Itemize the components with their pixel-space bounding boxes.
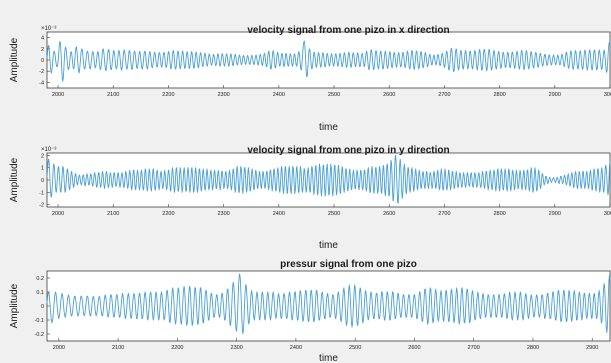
y-tick-label: 1: [41, 166, 44, 172]
axis-ticks: 2000 2100 2200 2300 2400 2500 2600 2700 2800 2900…: [39, 36, 611, 98]
y-axis-label: Amplitude: [9, 157, 20, 202]
x-tick-label: 2000: [53, 345, 65, 351]
x-tick-label: 2100: [107, 92, 119, 98]
x-tick-label: 2200: [162, 92, 174, 98]
chart-title: velocity signal from one pizo in x direc…: [247, 25, 449, 36]
y-tick-label: -2: [39, 203, 44, 209]
signal-series: [46, 155, 611, 204]
x-tick-label: 2700: [438, 92, 450, 98]
x-tick-label: 2600: [383, 211, 395, 217]
y-exponent-label: ×10⁻³: [41, 26, 56, 32]
axis-ticks: 2000 2100 2200 2300 2400 2500 2600 2700 2800 2900…: [39, 153, 611, 217]
y-tick-label: -0.2: [35, 332, 44, 338]
x-tick-label: 2500: [349, 345, 361, 351]
x-tick-label: 2400: [273, 211, 285, 217]
y-tick-label: -4: [39, 80, 44, 86]
chart-panel-x-velocity: velocity signal from one pizo in x direc…: [9, 25, 611, 133]
x-tick-label: 2900: [549, 211, 561, 217]
x-tick-label: 2800: [493, 92, 505, 98]
x-tick-label: 2400: [273, 92, 285, 98]
x-tick-label: 2300: [218, 92, 230, 98]
x-tick-label: 2400: [290, 345, 302, 351]
x-tick-label: 2600: [408, 345, 420, 351]
y-tick-label: 0.1: [36, 290, 44, 296]
x-tick-label: 3000: [604, 92, 611, 98]
signal-line: [46, 40, 611, 82]
chart-panel-y-velocity: velocity signal from one pizo in y direc…: [9, 145, 611, 251]
x-tick-label: 2500: [328, 92, 340, 98]
signal-series: [46, 273, 611, 335]
y-tick-label: 0: [41, 178, 44, 184]
x-tick-label: 2300: [218, 211, 230, 217]
x-tick-label: 3000: [604, 211, 611, 217]
y-axis-label: Amplitude: [9, 37, 20, 82]
x-tick-label: 2100: [107, 211, 119, 217]
chart-title: velocity signal from one pizo in y direc…: [247, 145, 449, 156]
x-tick-label: 2700: [468, 345, 480, 351]
x-tick-label: 2700: [438, 211, 450, 217]
x-tick-label: 2200: [171, 345, 183, 351]
x-tick-label: 2500: [328, 211, 340, 217]
axis-ticks: 2000 2100 2200 2300 2400 2500 2600 2700 2800 2900…: [35, 276, 599, 351]
y-axis-label: Amplitude: [9, 283, 20, 328]
y-tick-label: 0.2: [36, 276, 44, 282]
y-tick-label: 4: [41, 36, 44, 42]
y-tick-label: -2: [39, 69, 44, 75]
x-tick-label: 2800: [527, 345, 539, 351]
x-axis-label: time: [319, 353, 338, 363]
y-tick-label: 2: [41, 153, 44, 159]
x-tick-label: 2100: [112, 345, 124, 351]
x-tick-label: 2300: [231, 345, 243, 351]
x-tick-label: 2600: [383, 92, 395, 98]
y-tick-label: 0: [41, 58, 44, 64]
x-tick-label: 2000: [52, 92, 64, 98]
signal-line: [46, 273, 611, 335]
x-tick-label: 2000: [52, 211, 64, 217]
x-tick-label: 2900: [549, 92, 561, 98]
signal-line: [46, 155, 611, 204]
y-tick-label: -0.1: [35, 318, 44, 324]
chart-title: pressur signal from one pizo: [280, 259, 417, 270]
chart-panel-pressure: pressur signal from one pizo Amplitude t…: [9, 259, 611, 363]
y-tick-label: 2: [41, 47, 44, 53]
x-tick-label: 2200: [162, 211, 174, 217]
x-axis-label: time: [319, 240, 338, 251]
y-tick-label: 0: [41, 304, 44, 310]
x-tick-label: 2800: [493, 211, 505, 217]
x-tick-label: 2900: [586, 345, 598, 351]
x-axis-label: time: [319, 122, 338, 133]
y-tick-label: -1: [39, 190, 44, 196]
signal-series: [46, 40, 611, 82]
y-exponent-label: ×10⁻³: [41, 147, 56, 153]
